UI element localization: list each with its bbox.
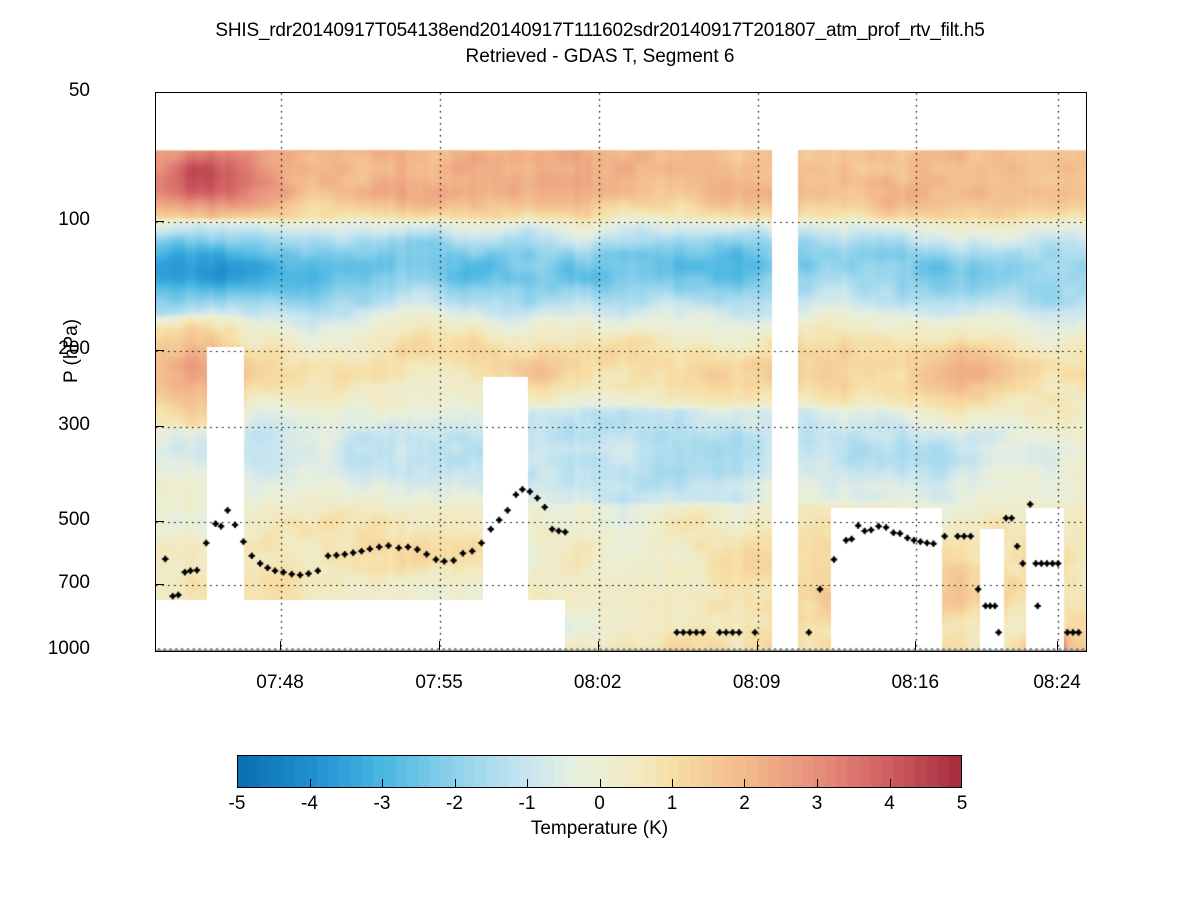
plot-area[interactable] [155, 92, 1087, 652]
colorbar-tick-mark [672, 779, 674, 787]
colorbar-tick-label: 4 [884, 793, 895, 814]
colorbar-tick-label: -5 [228, 793, 246, 814]
y-tick-mark [155, 350, 164, 352]
colorbar-tick-mark [817, 779, 819, 787]
colorbar-tick-label: -1 [518, 793, 536, 814]
colorbar-tick-label: -2 [446, 793, 463, 814]
heatmap-canvas [156, 93, 1086, 651]
colorbar-tick-label: -4 [301, 793, 318, 814]
x-tick-mark [439, 641, 441, 650]
y-tick-label: 50 [68, 80, 90, 101]
colorbar-tick-label: 0 [594, 793, 605, 814]
y-tick-mark [155, 221, 164, 223]
y-tick-label: 1000 [47, 638, 90, 659]
x-tick-label: 07:55 [415, 672, 463, 693]
x-tick-mark [280, 641, 282, 650]
x-tick-mark [915, 641, 917, 650]
x-tick-label: 08:16 [891, 672, 940, 693]
y-tick-mark [155, 584, 164, 586]
colorbar-tick-mark [744, 779, 746, 787]
colorbar-tick-mark [527, 779, 529, 787]
x-tick-label: 08:09 [732, 672, 781, 693]
y-tick-label: 100 [58, 209, 90, 231]
x-tick-label: 07:48 [256, 672, 304, 693]
colorbar-tick-label: -3 [373, 793, 391, 814]
x-tick-mark [757, 641, 759, 650]
chart-title-block: SHIS_rdr20140917T054138end20140917T11160… [0, 18, 1200, 70]
colorbar-tick-mark [382, 779, 384, 787]
colorbar-title: Temperature (K) [530, 818, 669, 839]
colorbar-tick-mark [310, 779, 312, 787]
colorbar-tick-mark [600, 779, 602, 787]
x-tick-label: 08:02 [573, 672, 622, 693]
colorbar-tick-mark [455, 779, 457, 787]
chart-title-filename: SHIS_rdr20140917T054138end20140917T11160… [215, 20, 985, 41]
x-tick-mark [1057, 641, 1059, 650]
colorbar-tick-label: 2 [739, 793, 750, 814]
y-tick-mark [155, 521, 164, 523]
colorbar-tick-label: 3 [811, 793, 823, 814]
y-tick-label: 200 [58, 338, 90, 360]
colorbar[interactable]: -5 -4 -3 -2 -1 0 1 2 3 4 5 [229, 755, 967, 814]
y-tick-mark [155, 426, 164, 428]
x-tick-label: 08:24 [1033, 672, 1081, 693]
y-tick-label: 300 [58, 413, 90, 435]
colorbar-tick-mark [890, 779, 892, 787]
x-tick-mark [598, 641, 600, 650]
colorbar-tick-label: 5 [956, 793, 968, 814]
colorbar-gradient [237, 755, 962, 788]
colorbar-tick-label: 1 [666, 793, 678, 814]
y-tick-label: 700 [58, 571, 90, 593]
chart-title-subtitle: Retrieved - GDAS T, Segment 6 [465, 46, 735, 67]
y-tick-label: 500 [58, 508, 90, 530]
